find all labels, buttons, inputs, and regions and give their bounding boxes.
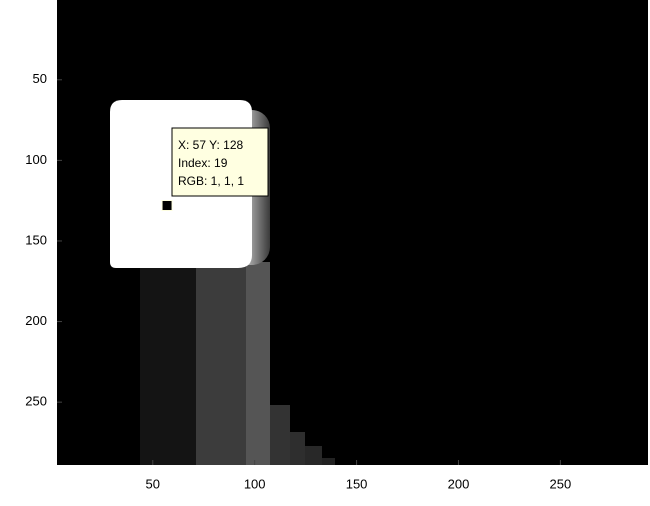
image-region <box>322 458 335 465</box>
y-tick-label: 250 <box>25 394 47 409</box>
y-tick-label: 200 <box>25 313 47 328</box>
image-region <box>305 446 322 465</box>
y-tick-label: 150 <box>25 232 47 247</box>
image-region <box>290 432 305 465</box>
data-tip-text: RGB: 1, 1, 1 <box>178 174 244 188</box>
chart: X: 57 Y: 128 Index: 19 RGB: 1, 1, 1 50 10… <box>0 0 650 501</box>
y-tick-label: 50 <box>33 71 47 86</box>
image-region <box>246 262 270 465</box>
x-tick-label: 200 <box>448 476 470 491</box>
data-tip: X: 57 Y: 128 Index: 19 RGB: 1, 1, 1 <box>172 128 268 196</box>
image-region <box>140 262 196 465</box>
image-region <box>270 405 290 465</box>
x-tick-label: 50 <box>146 476 160 491</box>
data-tip-marker <box>162 201 172 211</box>
x-tick-label: 100 <box>244 476 266 491</box>
y-tick-label: 100 <box>25 152 47 167</box>
x-tick-label: 150 <box>346 476 368 491</box>
data-tip-text: X: 57 Y: 128 <box>178 138 243 152</box>
data-tip-text: Index: 19 <box>178 156 228 170</box>
x-tick-label: 250 <box>550 476 572 491</box>
